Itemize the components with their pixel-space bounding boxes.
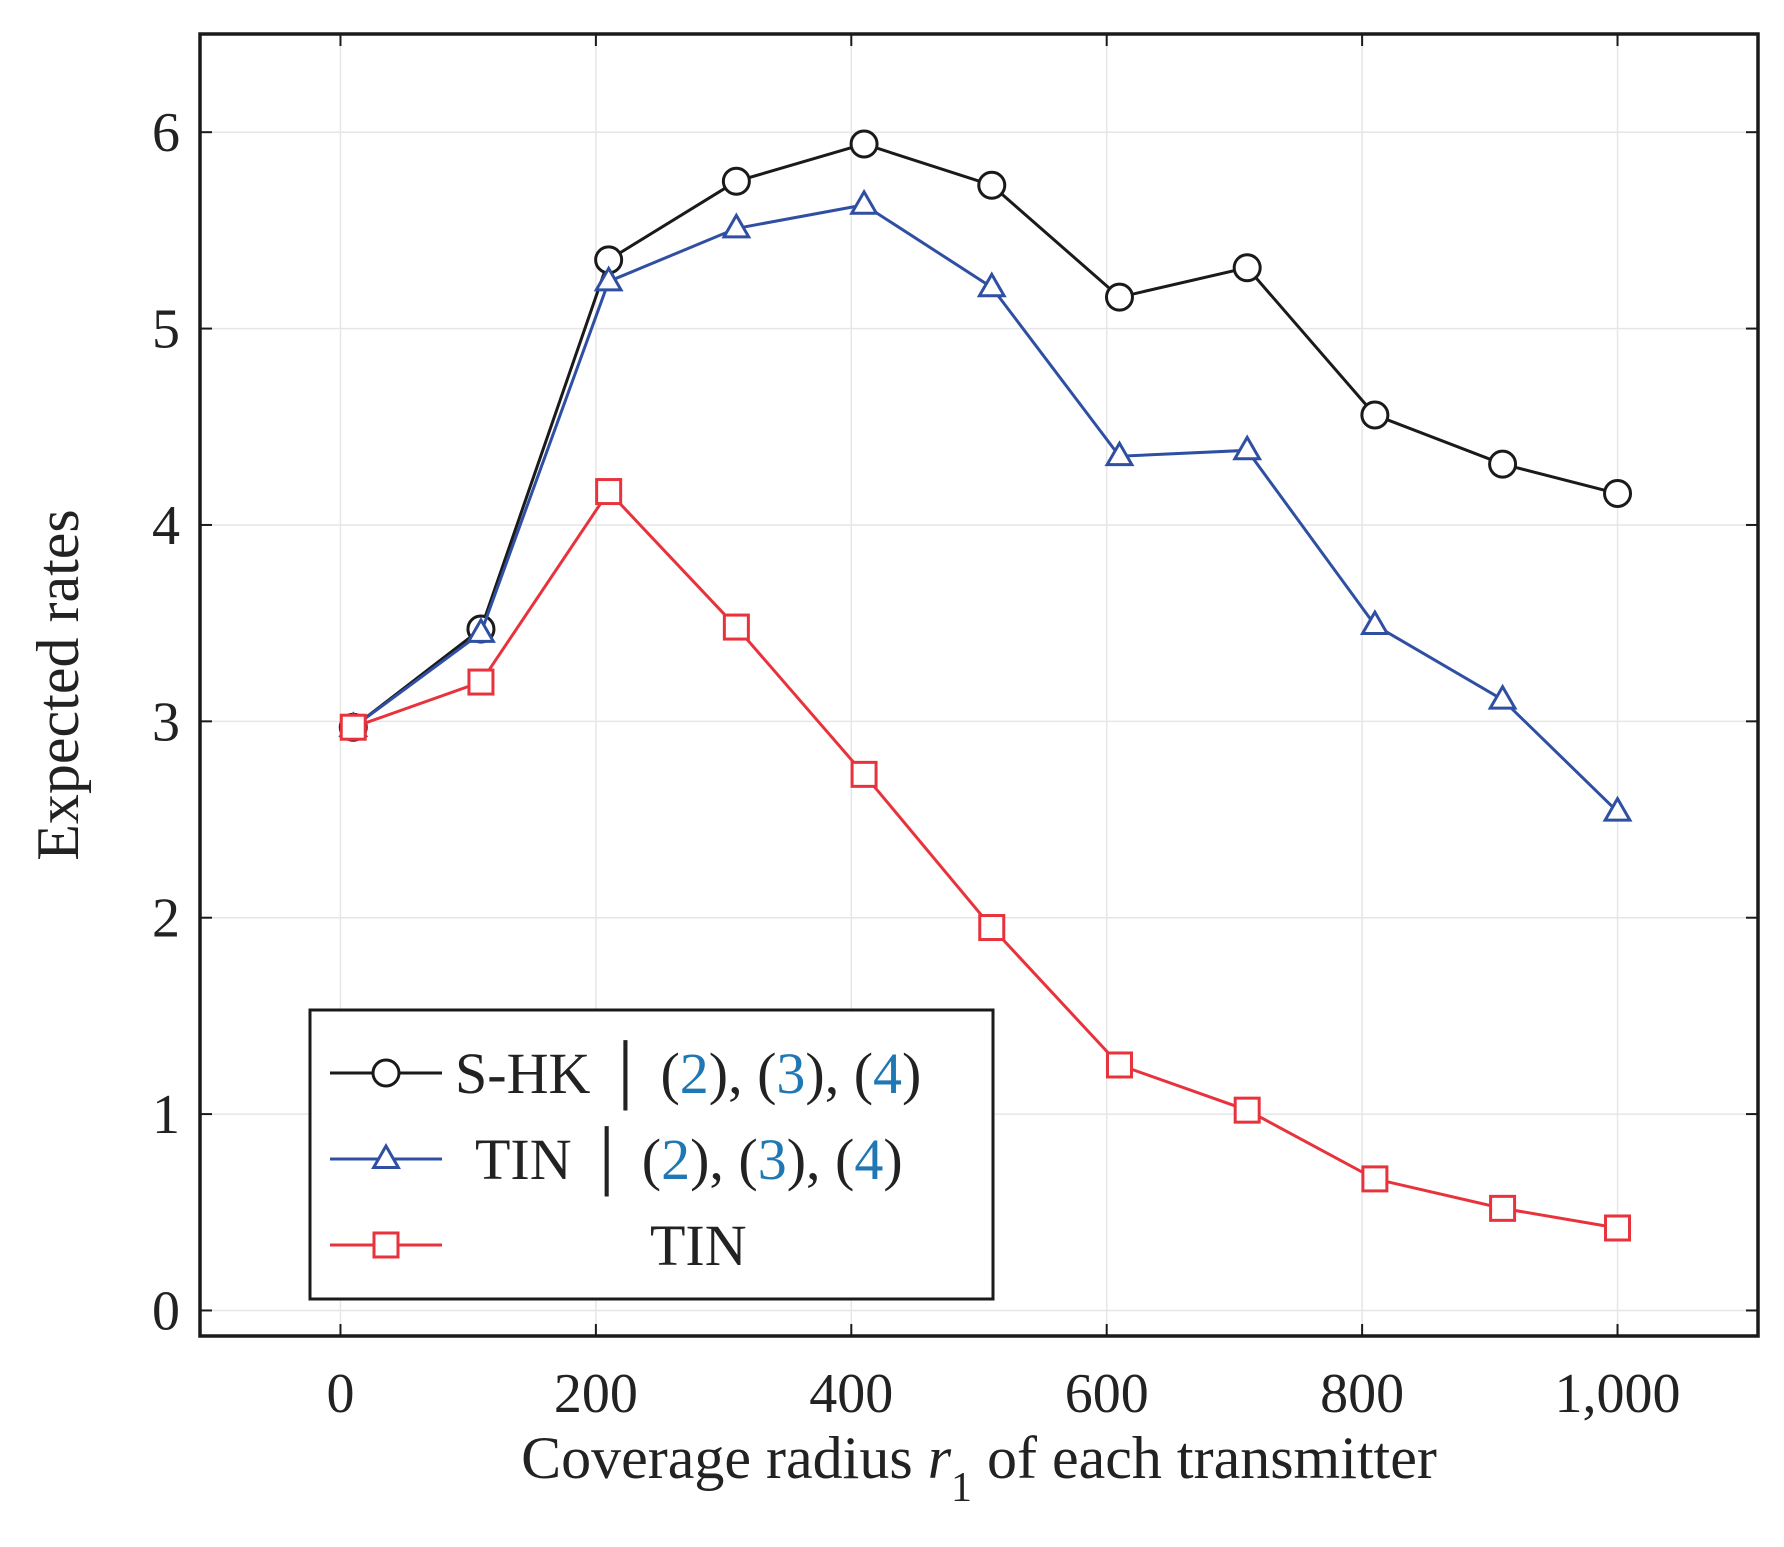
data-point — [849, 129, 879, 159]
data-point — [1232, 434, 1263, 461]
series-line — [352, 142, 1618, 729]
data-point — [849, 188, 880, 215]
data-point — [1232, 253, 1262, 283]
data-point — [1361, 1165, 1389, 1193]
data-point — [1487, 683, 1518, 710]
tick-marks — [200, 34, 1758, 1336]
x-tick-label: 800 — [1320, 1363, 1404, 1425]
data-point — [1488, 449, 1518, 479]
x-axis-label: Coverage radius r1 of each transmitter — [521, 1425, 1437, 1511]
x-tick-label: 600 — [1065, 1363, 1149, 1425]
data-point — [466, 616, 496, 643]
y-axis-label: Expected rates — [25, 509, 91, 860]
x-tick-label: 200 — [554, 1363, 638, 1425]
data-point — [1602, 795, 1633, 822]
legend-entry-3: TIN — [330, 1213, 747, 1278]
data-point — [722, 613, 750, 641]
plot-frame — [198, 32, 1760, 1338]
x-tick-label: 1,000 — [1555, 1363, 1681, 1425]
data-point — [1105, 1051, 1133, 1079]
y-tick-label: 6 — [152, 102, 180, 164]
data-point — [1604, 1214, 1632, 1242]
y-tick-label: 0 — [152, 1280, 180, 1342]
legend-box — [308, 1008, 995, 1301]
legend-label: TIN │ (2), (3), (4) — [475, 1126, 903, 1197]
legend-swatch-marker — [372, 1231, 400, 1259]
data-point — [1359, 609, 1390, 636]
data-point — [467, 668, 495, 696]
data-point — [977, 170, 1007, 200]
legend-label: TIN — [650, 1213, 747, 1278]
tick-labels: 0 200 400 600 800 1,000 0 1 2 3 4 5 6 — [152, 102, 1681, 1425]
data-point — [850, 760, 878, 788]
y-tick-label: 3 — [152, 691, 180, 753]
grid-lines — [200, 34, 1758, 1336]
y-tick-label: 5 — [152, 299, 180, 361]
data-point — [1360, 400, 1390, 430]
x-tick-label: 0 — [326, 1363, 354, 1425]
data-point — [978, 914, 1006, 942]
data-point — [595, 478, 623, 506]
legend-entry-1: S-HK │ (2), (3), (4) — [330, 1040, 921, 1111]
data-point — [1489, 1194, 1517, 1222]
legend-entries: S-HK │ (2), (3), (4) TIN │ (2), (3), (4) T… — [330, 1040, 921, 1278]
data-point — [339, 713, 367, 741]
y-tick-label: 4 — [152, 495, 180, 557]
legend-label: S-HK │ (2), (3), (4) — [455, 1040, 921, 1111]
y-tick-label: 2 — [152, 888, 180, 950]
data-point — [1104, 282, 1134, 312]
y-tick-label: 1 — [152, 1084, 180, 1146]
series-layer — [338, 129, 1633, 1242]
legend-swatch-marker — [371, 1142, 401, 1169]
data-point — [1233, 1096, 1261, 1124]
series-1 — [338, 129, 1633, 742]
legend-swatch-marker — [371, 1058, 401, 1088]
data-point — [1603, 479, 1633, 509]
data-point — [721, 212, 752, 239]
x-tick-label: 400 — [809, 1363, 893, 1425]
data-point — [593, 265, 624, 292]
legend: S-HK │ (2), (3), (4) TIN │ (2), (3), (4) T… — [308, 1008, 995, 1301]
series-2 — [338, 188, 1633, 822]
series-3 — [339, 478, 1632, 1242]
data-point — [721, 166, 751, 196]
legend-entry-2: TIN │ (2), (3), (4) — [330, 1126, 903, 1197]
data-point — [976, 271, 1007, 298]
data-point — [1104, 440, 1135, 467]
